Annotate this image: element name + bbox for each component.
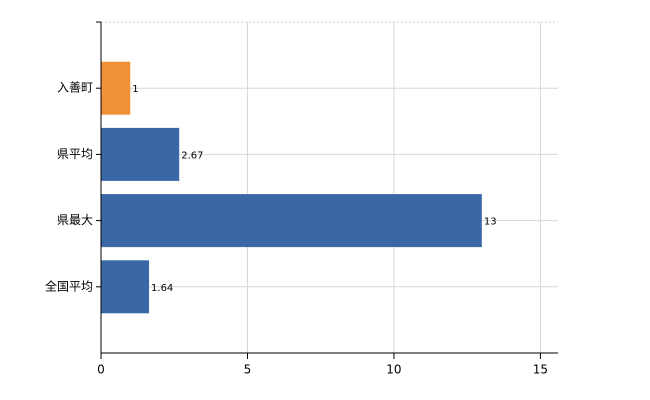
x-tick-label: 5	[244, 363, 252, 377]
value-label: 2.67	[181, 150, 203, 161]
y-tick-label: 全国平均	[45, 278, 93, 293]
y-tick-label: 入善町	[57, 80, 93, 95]
y-tick-label: 県平均	[57, 147, 93, 161]
y-tick-label: 県最大	[57, 213, 93, 227]
value-label: 1	[132, 84, 138, 95]
value-label: 13	[484, 217, 497, 228]
x-tick-label: 10	[386, 363, 401, 377]
bar	[101, 260, 150, 314]
x-tick-label: 0	[97, 363, 105, 377]
x-tick-label: 15	[533, 363, 548, 377]
bar	[101, 127, 180, 181]
value-label: 1.64	[151, 283, 173, 294]
bar	[101, 194, 482, 248]
bar	[101, 61, 131, 115]
